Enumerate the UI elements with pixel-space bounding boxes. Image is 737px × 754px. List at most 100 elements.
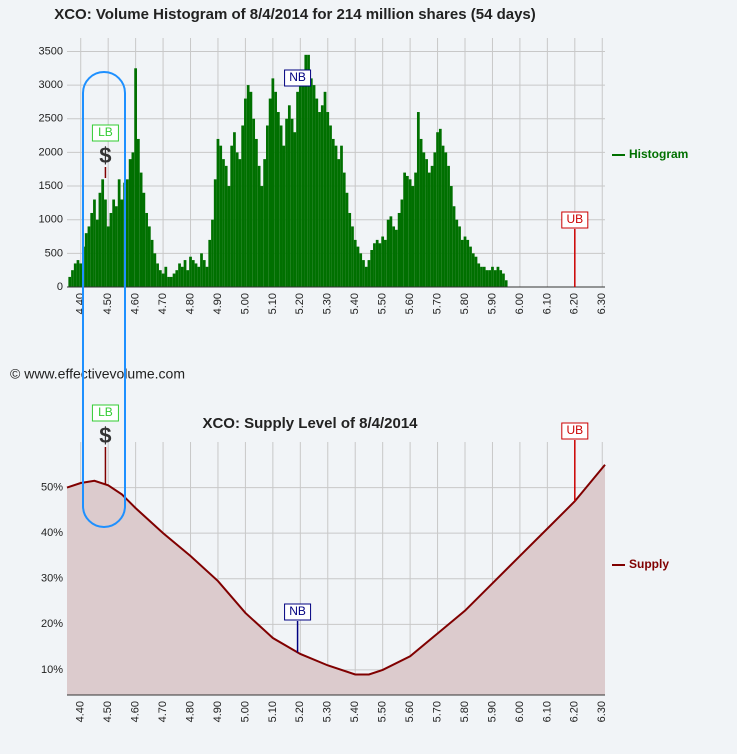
marker-box	[284, 603, 312, 621]
bar	[268, 98, 272, 287]
bar	[290, 118, 294, 287]
bar	[255, 138, 258, 287]
y-tick-label: 0	[57, 281, 63, 293]
x-tick-label: 5.80	[459, 701, 471, 722]
bar	[276, 112, 280, 287]
bar	[274, 91, 277, 288]
bar	[120, 199, 124, 287]
chart-title: XCO: Volume Histogram of 8/4/2014 for 21…	[54, 6, 536, 23]
bar	[175, 270, 179, 287]
bar	[414, 172, 417, 287]
bar	[150, 239, 154, 287]
bar	[131, 152, 135, 287]
bar	[211, 219, 214, 287]
x-tick-label: 5.80	[459, 293, 471, 314]
marker-label: LB	[98, 405, 113, 419]
bar	[381, 236, 385, 287]
y-tick-label: 500	[45, 247, 63, 259]
highlight-oval	[82, 71, 126, 528]
bar	[480, 266, 483, 287]
bar	[416, 112, 420, 287]
bar	[76, 260, 80, 287]
bar	[224, 165, 228, 287]
bar	[145, 212, 148, 287]
bar	[117, 179, 121, 287]
bar	[189, 256, 192, 287]
bar	[433, 152, 437, 287]
y-tick-label: 3500	[39, 45, 63, 57]
marker-label: UB	[566, 423, 583, 437]
bar	[139, 172, 143, 287]
bar	[208, 239, 212, 287]
x-tick-label: 5.90	[486, 701, 498, 722]
bar	[320, 105, 324, 287]
bar	[109, 212, 113, 287]
x-tick-label: 4.50	[102, 293, 114, 314]
x-tick-label: 4.70	[157, 293, 169, 314]
bar	[136, 138, 140, 287]
bar	[213, 179, 217, 287]
bar	[430, 165, 434, 287]
bar	[359, 253, 363, 287]
bar	[452, 206, 456, 287]
bar	[422, 152, 426, 287]
bar	[386, 219, 390, 287]
x-tick-label: 4.60	[130, 701, 142, 722]
bar	[364, 266, 368, 287]
x-tick-label: 5.00	[239, 701, 251, 722]
bar	[169, 276, 173, 287]
bar	[425, 159, 428, 287]
marker-box	[284, 69, 312, 87]
y-tick-label: 40%	[41, 527, 63, 539]
x-tick-label: 5.20	[294, 701, 306, 722]
x-tick-label: 6.10	[541, 701, 553, 722]
marker-symbol: $	[99, 423, 111, 448]
bar	[455, 219, 459, 287]
bar	[222, 159, 225, 287]
bar	[460, 239, 464, 287]
y-tick-label: 2500	[39, 113, 63, 125]
bar	[340, 145, 343, 287]
bar	[164, 266, 168, 287]
bar	[312, 85, 316, 287]
bar	[323, 91, 327, 288]
bar	[342, 172, 346, 287]
y-tick-label: 2000	[39, 146, 63, 158]
bar	[502, 273, 505, 287]
bar	[106, 226, 110, 287]
x-tick-label: 6.10	[541, 293, 553, 314]
bar	[427, 172, 431, 287]
legend-label: Histogram	[629, 147, 688, 161]
bar	[504, 280, 508, 287]
bar	[301, 85, 305, 287]
marker-symbol: $	[99, 143, 111, 168]
bar	[216, 138, 220, 287]
bar	[466, 239, 470, 287]
bar	[491, 266, 494, 287]
x-tick-label: 6.00	[514, 293, 526, 314]
bar	[392, 226, 396, 287]
bar	[298, 71, 302, 287]
bar	[400, 199, 404, 287]
bar	[227, 186, 231, 287]
bar	[329, 125, 332, 288]
bar	[266, 125, 269, 288]
bar	[488, 270, 492, 287]
bar	[419, 138, 423, 287]
bar	[447, 165, 450, 287]
bar	[458, 226, 461, 287]
bar	[474, 256, 478, 287]
bar	[318, 112, 321, 287]
bar	[373, 243, 376, 287]
bar	[205, 266, 209, 287]
bar	[73, 263, 77, 287]
bar	[191, 260, 195, 287]
bar	[337, 159, 341, 287]
bar	[285, 118, 288, 287]
x-tick-label: 5.30	[322, 293, 334, 314]
bar	[477, 263, 481, 287]
bar	[405, 175, 409, 287]
bar	[408, 179, 412, 287]
bar	[178, 263, 181, 287]
